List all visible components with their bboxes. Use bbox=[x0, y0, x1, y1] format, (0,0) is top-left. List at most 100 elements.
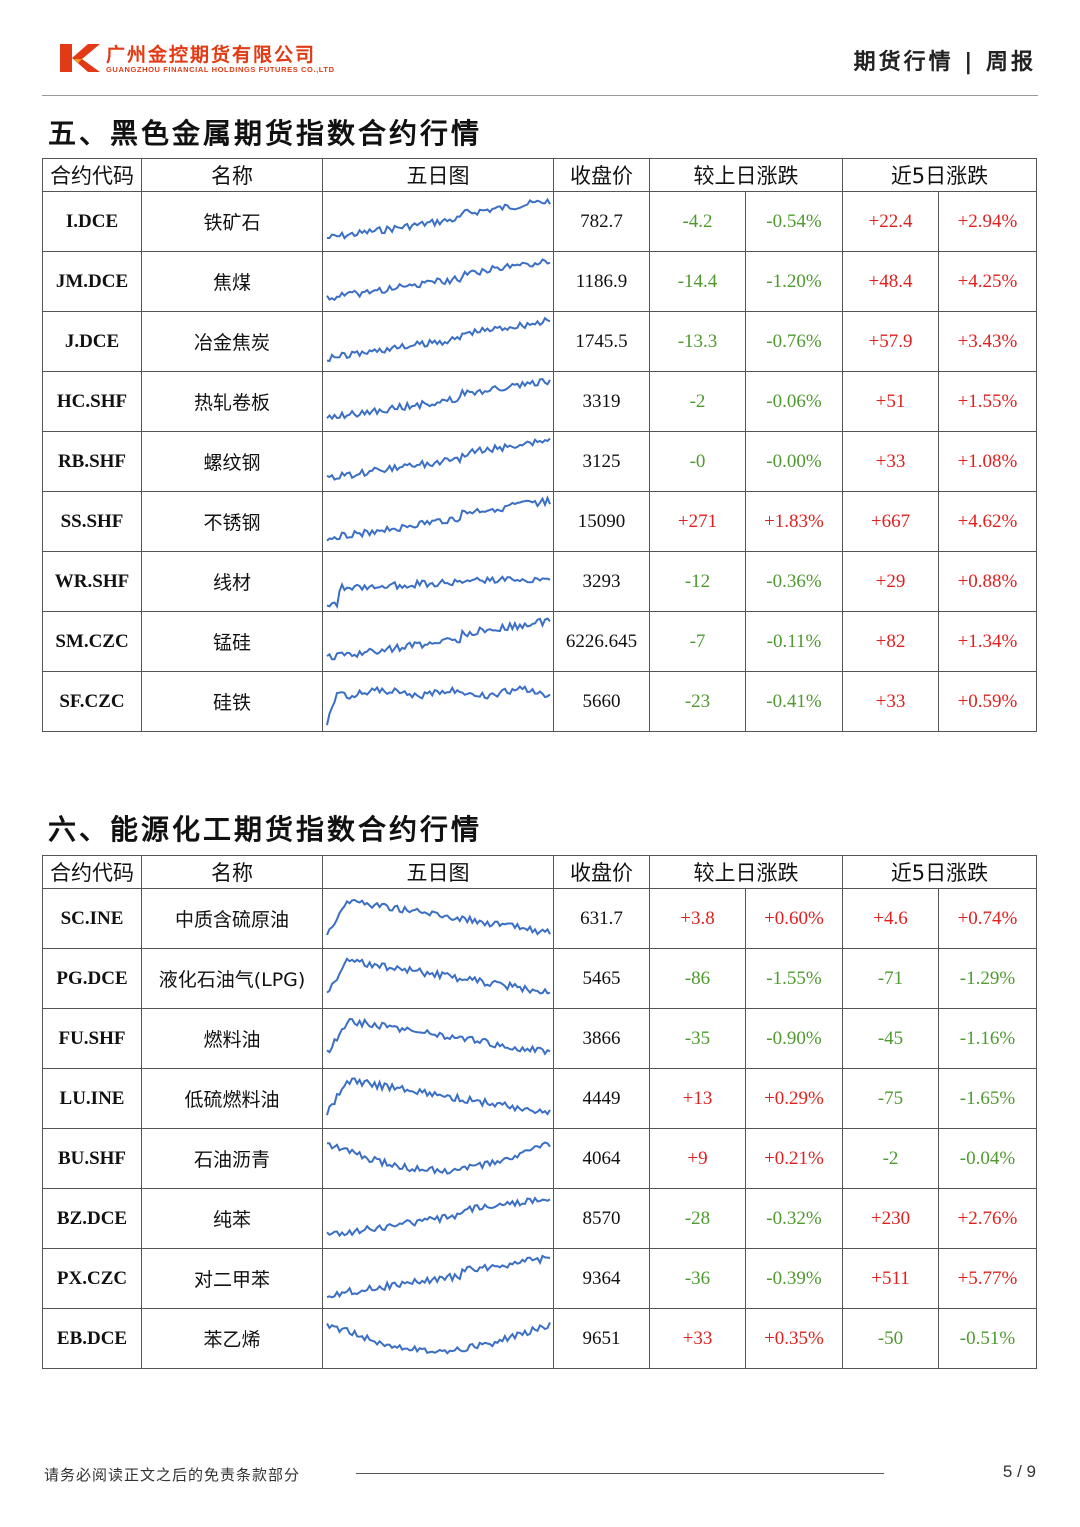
five-day-change-pct: +2.76% bbox=[938, 1188, 1037, 1249]
close-price: 6226.645 bbox=[553, 611, 650, 672]
company-name-cn: 广州金控期货有限公司 bbox=[106, 44, 317, 66]
col-header-name: 名称 bbox=[141, 855, 323, 889]
five-day-change: +29 bbox=[842, 551, 939, 612]
contract-name: 冶金焦炭 bbox=[141, 311, 323, 372]
day-change: -28 bbox=[649, 1188, 746, 1249]
close-price: 4064 bbox=[553, 1128, 650, 1189]
day-change-pct: -0.76% bbox=[745, 311, 843, 372]
five-day-sparkline bbox=[322, 611, 554, 672]
sparkline-chart bbox=[326, 197, 551, 240]
col-header-code: 合约代码 bbox=[42, 158, 142, 192]
col-header-day-change: 较上日涨跌 bbox=[649, 158, 843, 192]
five-day-change: +33 bbox=[842, 671, 939, 732]
table-row: SM.CZC 锰硅 6226.645 -7 -0.11% +82 +1.34% bbox=[42, 611, 1037, 672]
table-header-row: 合约代码 名称 五日图 收盘价 较上日涨跌 近5日涨跌 bbox=[42, 158, 1037, 192]
sparkline-chart bbox=[326, 1196, 551, 1238]
table-row: PX.CZC 对二甲苯 9364 -36 -0.39% +511 +5.77% bbox=[42, 1248, 1037, 1309]
five-day-change: +511 bbox=[842, 1248, 939, 1309]
contract-code: BU.SHF bbox=[42, 1128, 142, 1189]
five-day-sparkline bbox=[322, 371, 554, 432]
sparkline-line bbox=[326, 957, 551, 995]
sparkline-chart bbox=[326, 898, 551, 936]
close-price: 1745.5 bbox=[553, 311, 650, 372]
sparkline-chart bbox=[326, 1322, 551, 1355]
sparkline-line bbox=[326, 437, 551, 481]
five-day-sparkline bbox=[322, 1068, 554, 1129]
col-header-code: 合约代码 bbox=[42, 855, 142, 889]
five-day-change-pct: +2.94% bbox=[938, 191, 1037, 252]
five-day-change: +48.4 bbox=[842, 251, 939, 312]
five-day-change-pct: +4.25% bbox=[938, 251, 1037, 312]
day-change-pct: -0.39% bbox=[745, 1248, 843, 1309]
sparkline-chart bbox=[326, 258, 551, 302]
five-day-change-pct: +3.43% bbox=[938, 311, 1037, 372]
day-change: -4.2 bbox=[649, 191, 746, 252]
five-day-change: +22.4 bbox=[842, 191, 939, 252]
table-row: JM.DCE 焦煤 1186.9 -14.4 -1.20% +48.4 +4.25% bbox=[42, 251, 1037, 312]
contract-name: 纯苯 bbox=[141, 1188, 323, 1249]
day-change: -0 bbox=[649, 431, 746, 492]
day-change: -7 bbox=[649, 611, 746, 672]
day-change: +13 bbox=[649, 1068, 746, 1129]
contract-name: 线材 bbox=[141, 551, 323, 612]
close-price: 8570 bbox=[553, 1188, 650, 1249]
day-change-pct: +0.35% bbox=[745, 1308, 843, 1369]
contract-code: WR.SHF bbox=[42, 551, 142, 612]
contract-code: SM.CZC bbox=[42, 611, 142, 672]
contract-code: FU.SHF bbox=[42, 1008, 142, 1069]
day-change: +3.8 bbox=[649, 888, 746, 949]
five-day-sparkline bbox=[322, 671, 554, 732]
five-day-sparkline bbox=[322, 888, 554, 949]
footer-divider bbox=[356, 1473, 884, 1474]
five-day-sparkline bbox=[322, 191, 554, 252]
day-change: -86 bbox=[649, 948, 746, 1009]
contract-name: 中质含硫原油 bbox=[141, 888, 323, 949]
close-price: 5465 bbox=[553, 948, 650, 1009]
table-row: BU.SHF 石油沥青 4064 +9 +0.21% -2 -0.04% bbox=[42, 1128, 1037, 1189]
contract-code: SC.INE bbox=[42, 888, 142, 949]
table-row: J.DCE 冶金焦炭 1745.5 -13.3 -0.76% +57.9 +3.43% bbox=[42, 311, 1037, 372]
table-row: SS.SHF 不锈钢 15090 +271 +1.83% +667 +4.62% bbox=[42, 491, 1037, 552]
five-day-change-pct: +0.59% bbox=[938, 671, 1037, 732]
contract-name: 焦煤 bbox=[141, 251, 323, 312]
five-day-change-pct: +1.34% bbox=[938, 611, 1037, 672]
section-title-ferrous: 五、黑色金属期货指数合约行情 bbox=[48, 117, 483, 150]
contract-name: 螺纹钢 bbox=[141, 431, 323, 492]
day-change: +271 bbox=[649, 491, 746, 552]
page-number: 5 / 9 bbox=[1002, 1462, 1036, 1481]
contract-code: LU.INE bbox=[42, 1068, 142, 1129]
contract-name: 不锈钢 bbox=[141, 491, 323, 552]
five-day-change-pct: -0.51% bbox=[938, 1308, 1037, 1369]
five-day-change-pct: +1.55% bbox=[938, 371, 1037, 432]
table-row: RB.SHF 螺纹钢 3125 -0 -0.00% +33 +1.08% bbox=[42, 431, 1037, 492]
day-change-pct: -0.41% bbox=[745, 671, 843, 732]
day-change: +9 bbox=[649, 1128, 746, 1189]
contract-code: PG.DCE bbox=[42, 948, 142, 1009]
table-row: PG.DCE 液化石油气(LPG) 5465 -86 -1.55% -71 -1.29% bbox=[42, 948, 1037, 1009]
sparkline-line bbox=[326, 495, 551, 542]
sparkline-line bbox=[326, 685, 551, 726]
contract-name: 燃料油 bbox=[141, 1008, 323, 1069]
five-day-change: +667 bbox=[842, 491, 939, 552]
contract-code: BZ.DCE bbox=[42, 1188, 142, 1249]
close-price: 1186.9 bbox=[553, 251, 650, 312]
contract-code: PX.CZC bbox=[42, 1248, 142, 1309]
day-change-pct: -0.11% bbox=[745, 611, 843, 672]
page-header: 广州金控期货有限公司 GUANGZHOU FINANCIAL HOLDINGS … bbox=[0, 0, 1080, 96]
col-header-chart: 五日图 bbox=[322, 855, 554, 889]
sparkline-line bbox=[326, 316, 551, 363]
day-change-pct: -0.32% bbox=[745, 1188, 843, 1249]
sparkline-line bbox=[326, 1077, 551, 1116]
section-title-energy: 六、能源化工期货指数合约行情 bbox=[48, 813, 483, 846]
day-change-pct: -0.90% bbox=[745, 1008, 843, 1069]
five-day-change: -45 bbox=[842, 1008, 939, 1069]
five-day-sparkline bbox=[322, 431, 554, 492]
sparkline-line bbox=[326, 1254, 551, 1299]
five-day-change-pct: +5.77% bbox=[938, 1248, 1037, 1309]
close-price: 3293 bbox=[553, 551, 650, 612]
table-row: BZ.DCE 纯苯 8570 -28 -0.32% +230 +2.76% bbox=[42, 1188, 1037, 1249]
report-type: 期货行情 | 周报 bbox=[853, 50, 1036, 75]
day-change: -36 bbox=[649, 1248, 746, 1309]
sparkline-chart bbox=[326, 1141, 551, 1175]
five-day-change-pct: -1.29% bbox=[938, 948, 1037, 1009]
